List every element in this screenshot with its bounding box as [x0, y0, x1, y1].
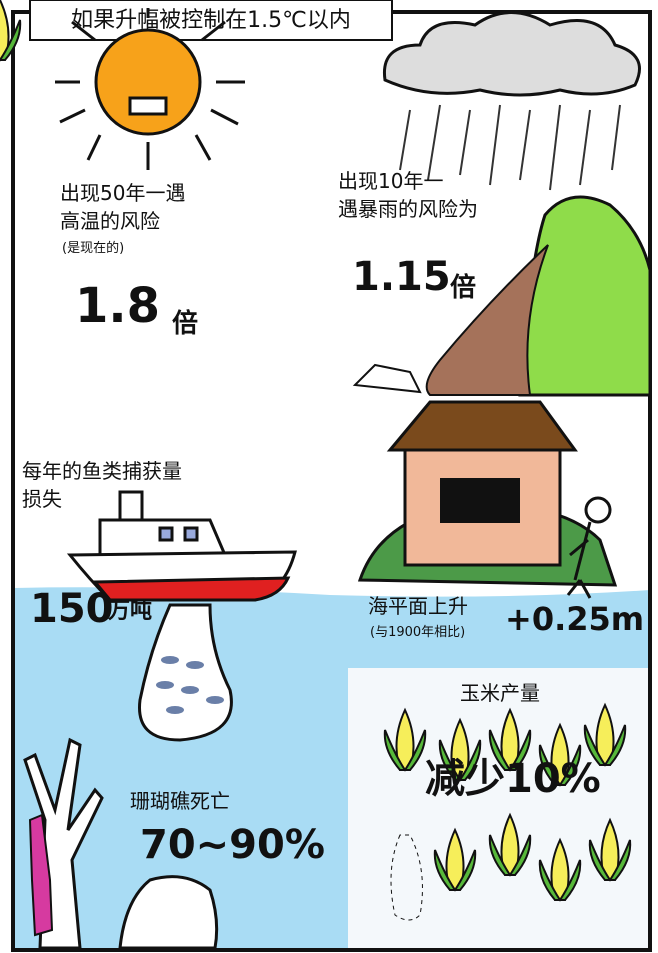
sea-note: (与1900年相比) — [370, 625, 465, 640]
heat-line2: 高温的风险 — [60, 209, 160, 233]
heat-note: (是现在的) — [62, 240, 124, 256]
sun — [55, 8, 245, 170]
fish-number: 150 — [30, 586, 114, 632]
pink-coral — [28, 813, 54, 937]
heat-number: 1.8 — [75, 278, 160, 334]
roof — [386, 400, 578, 452]
heat-line1: 出现50年一遇 — [60, 181, 185, 205]
corn-line1: 玉米产量 — [460, 681, 540, 705]
corn-number: 减少10% — [425, 756, 601, 802]
fish-unit: 万吨 — [107, 599, 152, 624]
boat — [66, 490, 297, 602]
rain-line1: 出现10年一 — [338, 169, 443, 193]
net — [138, 603, 233, 742]
corn-cobs — [0, 0, 632, 901]
heat-unit: 倍 — [172, 308, 198, 339]
coral-number: 70~90% — [140, 822, 325, 868]
fish-line1: 每年的鱼类捕获量 — [22, 459, 182, 483]
landslide — [425, 244, 549, 396]
rain-line2: 遇暴雨的风险为 — [338, 197, 478, 221]
rain-number: 1.15 — [352, 254, 451, 300]
fish-school — [156, 656, 224, 714]
hill — [518, 195, 652, 397]
sea-line1: 海平面上升 — [368, 594, 468, 618]
fish-line2: 损失 — [22, 487, 62, 511]
car — [352, 363, 422, 394]
sea-number: +0.25m — [505, 600, 644, 638]
missing-cob — [390, 834, 423, 921]
coral-line1: 珊瑚礁死亡 — [130, 789, 230, 813]
corn-area — [348, 668, 650, 950]
rain — [399, 104, 621, 191]
person — [566, 496, 612, 599]
cloud — [382, 11, 641, 97]
rain-unit: 倍 — [450, 272, 476, 303]
title: 如果升幅被控制在1.5℃以内 — [71, 8, 351, 33]
window — [440, 478, 520, 523]
